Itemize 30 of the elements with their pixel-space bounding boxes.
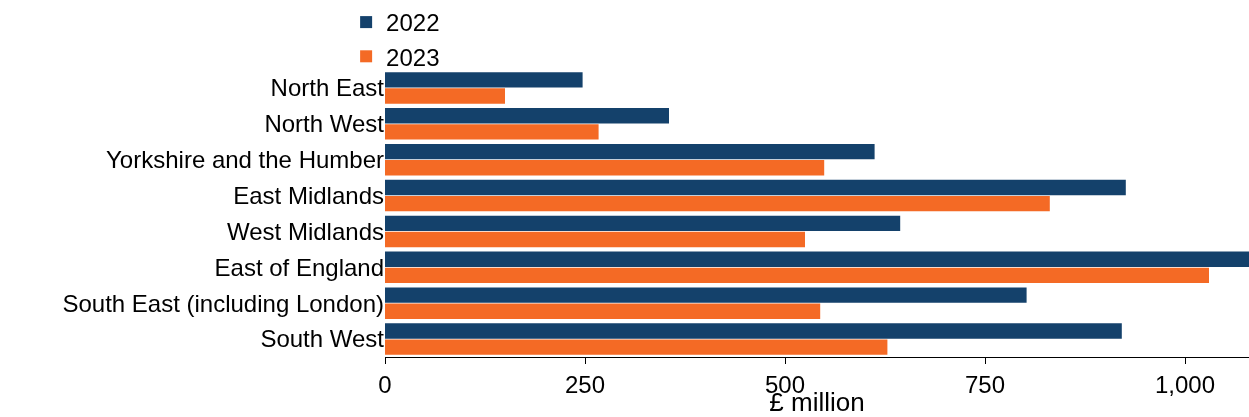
y-tick-label: West Midlands [227, 217, 384, 245]
y-tick-label: South West [260, 325, 385, 353]
y-tick-label: North West [264, 110, 385, 138]
x-tick-label: 250 [564, 370, 606, 398]
y-tick-label: East Midlands [233, 181, 384, 209]
bar [385, 267, 1209, 284]
bar [385, 287, 1027, 303]
bar [385, 339, 888, 355]
bar [385, 323, 1122, 339]
bar [385, 215, 901, 232]
y-tick-label: North East [270, 74, 385, 102]
y-tick-label: East of England [214, 253, 384, 281]
x-tick-label: 1,000 [1154, 370, 1216, 398]
bar [385, 251, 1249, 267]
y-tick-label: South East (including London) [62, 289, 384, 317]
bar [385, 124, 599, 140]
bar [385, 303, 821, 319]
bar [385, 195, 1050, 212]
y-tick-label: Yorkshire and the Humber [106, 146, 384, 174]
legend-label: 2023 [386, 43, 440, 71]
x-tick-label: 0 [378, 370, 392, 398]
bar [385, 179, 1126, 196]
bar [385, 88, 505, 104]
legend-label: 2022 [386, 9, 440, 37]
bar [385, 108, 669, 124]
bar [385, 72, 583, 88]
bar [385, 143, 875, 160]
bar [385, 160, 825, 176]
bar [385, 231, 805, 248]
x-tick-label: 750 [964, 370, 1006, 398]
